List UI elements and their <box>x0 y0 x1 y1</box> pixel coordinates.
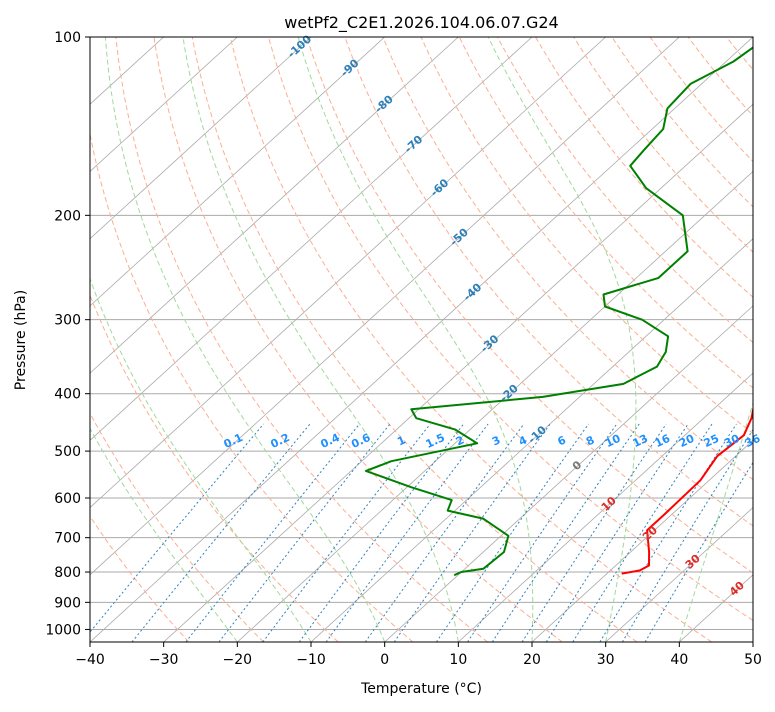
x-tick-label: −20 <box>223 652 253 668</box>
y-axis-label: Pressure (hPa) <box>13 290 29 390</box>
y-tick-label: 1000 <box>45 622 81 638</box>
y-tick-label: 900 <box>54 595 81 611</box>
x-tick-label: −10 <box>296 652 326 668</box>
x-tick-label: 40 <box>670 652 688 668</box>
x-tick-label: 20 <box>523 652 541 668</box>
x-tick-label: 30 <box>597 652 615 668</box>
chart-title: wetPf2_C2E1.2026.104.06.07.G24 <box>284 13 558 33</box>
y-tick-label: 800 <box>54 565 81 581</box>
x-tick-label: −30 <box>149 652 179 668</box>
x-tick-label: 0 <box>380 652 389 668</box>
x-tick-label: −40 <box>75 652 105 668</box>
y-tick-label: 300 <box>54 313 81 329</box>
y-tick-label: 700 <box>54 531 81 547</box>
x-tick-label: 50 <box>744 652 762 668</box>
y-tick-label: 600 <box>54 491 81 507</box>
y-tick-label: 500 <box>54 444 81 460</box>
x-axis-label: Temperature (°C) <box>360 681 482 697</box>
x-tick-label: 10 <box>449 652 467 668</box>
y-tick-label: 200 <box>54 208 81 224</box>
y-tick-label: 100 <box>54 30 81 46</box>
y-tick-label: 400 <box>54 387 81 403</box>
